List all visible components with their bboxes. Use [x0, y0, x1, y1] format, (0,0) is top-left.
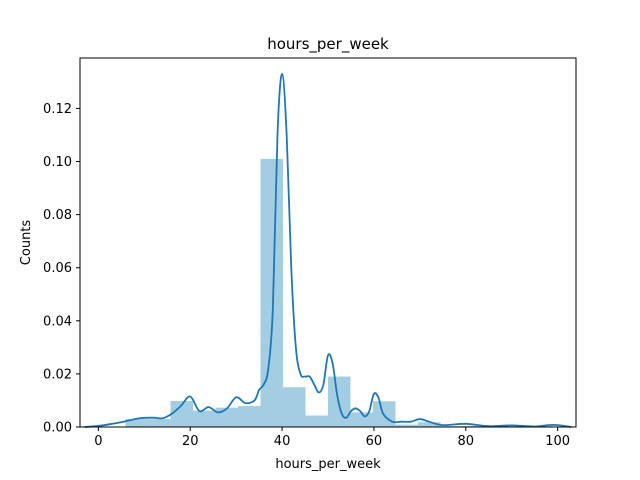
y-axis-ticks: 0.00 0.02 0.04 0.06 0.08 0.10 0.12: [43, 102, 80, 436]
y-tick-label: 0.04: [43, 314, 72, 329]
chart-title: hours_per_week: [267, 35, 389, 54]
hist-bar: [395, 424, 419, 427]
hist-bar: [147, 419, 171, 427]
hist-bar: [282, 387, 306, 427]
x-tick-label: 0: [94, 434, 102, 449]
hist-bar: [463, 425, 486, 427]
hist-bar: [215, 407, 238, 427]
x-axis-ticks: 0 20 40 60 80 100: [94, 427, 570, 449]
x-tick-label: 60: [366, 434, 383, 449]
kde-line: [84, 73, 572, 428]
hist-bar: [418, 422, 441, 427]
x-tick-label: 80: [458, 434, 475, 449]
hist-bar: [192, 410, 216, 427]
hist-bar: [125, 419, 148, 427]
hist-bar: [170, 400, 193, 427]
x-tick-label: 20: [182, 434, 199, 449]
y-tick-label: 0.08: [43, 208, 72, 223]
y-axis-label: Counts: [19, 220, 34, 266]
x-tick-label: 100: [545, 434, 570, 449]
y-tick-label: 0.06: [43, 261, 72, 276]
y-tick-label: 0.10: [43, 155, 72, 170]
x-tick-label: 40: [274, 434, 291, 449]
hist-bar: [237, 406, 261, 427]
y-tick-label: 0.12: [43, 102, 72, 117]
y-tick-label: 0.02: [43, 367, 72, 382]
y-tick-label: 0.00: [43, 421, 72, 436]
x-axis-label: hours_per_week: [275, 457, 381, 472]
plot-frame: [79, 57, 577, 428]
hist-bar: [305, 415, 328, 427]
hist-bar: [260, 158, 283, 428]
